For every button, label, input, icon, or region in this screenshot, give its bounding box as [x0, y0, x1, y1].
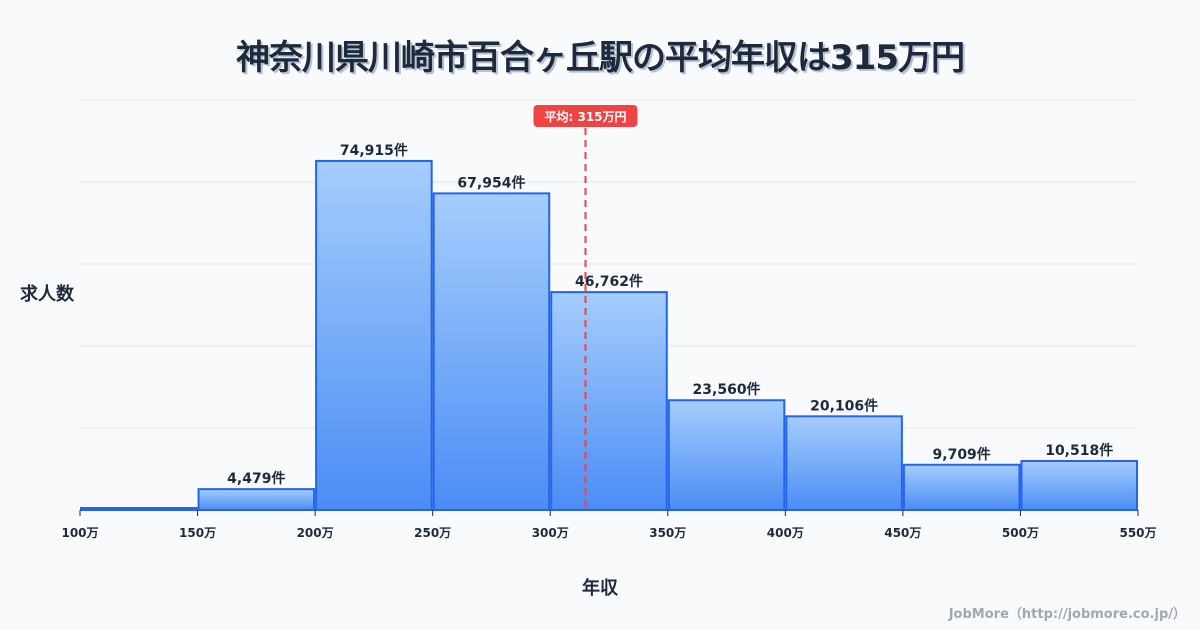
bar-data-label: 9,709件	[933, 446, 991, 463]
bar-data-label: 4,479件	[227, 470, 285, 487]
x-axis-label: 年収	[582, 578, 618, 599]
x-tick-label: 550万	[1119, 526, 1156, 540]
histogram-bar	[667, 399, 786, 511]
x-tick-label: 400万	[767, 526, 804, 540]
mean-label: 平均: 315万円	[544, 109, 626, 124]
histogram-bar	[1020, 459, 1139, 512]
mean-label-badge	[533, 105, 638, 127]
credit-text: JobMore（http://jobmore.co.jp/）	[948, 607, 1186, 622]
bar-data-label: 23,560件	[693, 381, 761, 398]
bar-data-label: 74,915件	[340, 142, 408, 159]
histogram-bar	[80, 507, 198, 511]
histogram-bar	[315, 159, 433, 511]
bar-data-label: 20,106件	[810, 397, 878, 414]
histogram-bar	[550, 291, 668, 511]
bar-data-label: 10,518件	[1045, 442, 1113, 459]
x-tick-label: 300万	[532, 526, 569, 540]
bar-data-label: 67,954件	[457, 174, 525, 191]
histogram-bar	[902, 463, 1021, 512]
x-tick-label: 350万	[649, 526, 686, 540]
y-axis-label: 求人数	[20, 284, 74, 305]
bar-data-label: 46,762件	[575, 273, 643, 290]
x-tick-label: 500万	[1002, 526, 1039, 540]
histogram-bar	[785, 415, 903, 511]
chart-title: 神奈川県川崎市百合ヶ丘駅の平均年収は315万円	[236, 38, 965, 78]
x-tick-label: 450万	[884, 526, 921, 540]
x-tick-label: 200万	[297, 526, 334, 540]
x-tick-label: 250万	[414, 526, 451, 540]
histogram-bar	[197, 488, 316, 511]
histogram-bar	[432, 192, 551, 511]
x-tick-label: 100万	[61, 526, 98, 540]
x-tick-label: 150万	[179, 526, 216, 540]
